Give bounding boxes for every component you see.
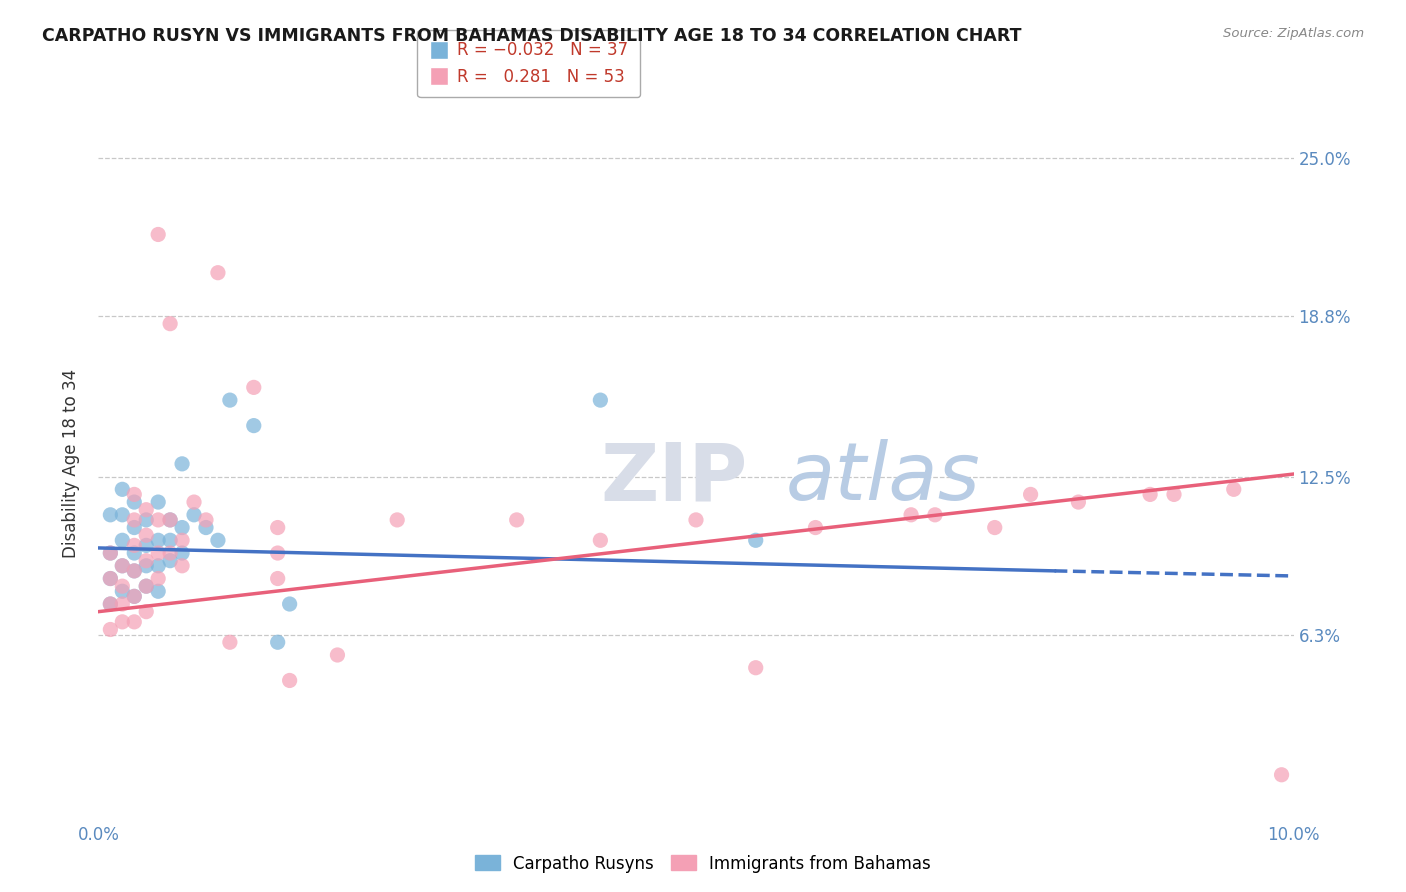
Point [924, 508, 946, 522]
Point [207, 266, 229, 280]
Point [506, 513, 529, 527]
Point [98, 546, 122, 560]
Point [159, 533, 181, 548]
Point [1067, 495, 1090, 509]
Point [98, 546, 122, 560]
Point [1271, 768, 1294, 782]
Point [1223, 483, 1246, 497]
Point [900, 508, 922, 522]
Point [385, 513, 409, 527]
Point [98, 597, 122, 611]
Point [148, 558, 170, 573]
Point [219, 393, 242, 408]
Point [278, 597, 301, 611]
Point [148, 533, 170, 548]
Point [111, 584, 134, 599]
Point [124, 513, 146, 527]
Point [124, 546, 146, 560]
Point [267, 546, 290, 560]
Point [124, 564, 146, 578]
Point [135, 579, 157, 593]
Point [135, 538, 157, 552]
Point [111, 615, 134, 629]
Point [984, 520, 1007, 534]
Point [745, 661, 768, 675]
Point [159, 554, 181, 568]
Point [111, 558, 134, 573]
Point [159, 317, 181, 331]
Point [135, 558, 157, 573]
Point [278, 673, 301, 688]
Point [135, 513, 157, 527]
Point [243, 380, 266, 394]
Point [98, 572, 122, 586]
Point [135, 605, 157, 619]
Point [589, 533, 612, 548]
Point [219, 635, 242, 649]
Point [148, 513, 170, 527]
Point [148, 584, 170, 599]
Point [685, 513, 707, 527]
Text: atlas: atlas [786, 439, 980, 517]
Point [172, 533, 194, 548]
Point [267, 520, 290, 534]
Point [183, 508, 205, 522]
Point [98, 623, 122, 637]
Point [195, 513, 218, 527]
Point [124, 590, 146, 604]
Point [159, 546, 181, 560]
Point [111, 483, 134, 497]
Point [148, 546, 170, 560]
Point [745, 533, 768, 548]
Point [804, 520, 827, 534]
Point [148, 572, 170, 586]
Legend: Carpatho Rusyns, Immigrants from Bahamas: Carpatho Rusyns, Immigrants from Bahamas [468, 848, 938, 880]
Point [159, 513, 181, 527]
Y-axis label: Disability Age 18 to 34: Disability Age 18 to 34 [62, 369, 80, 558]
Point [1163, 487, 1185, 501]
Point [1019, 487, 1042, 501]
Point [111, 508, 134, 522]
Point [326, 648, 349, 662]
Point [111, 579, 134, 593]
Point [124, 564, 146, 578]
Point [589, 393, 612, 408]
Point [98, 508, 122, 522]
Point [124, 615, 146, 629]
Point [1139, 487, 1161, 501]
Point [135, 502, 157, 516]
Point [111, 597, 134, 611]
Point [111, 558, 134, 573]
Text: ZIP: ZIP [600, 439, 748, 517]
Point [159, 513, 181, 527]
Point [98, 572, 122, 586]
Point [111, 533, 134, 548]
Point [124, 520, 146, 534]
Point [135, 554, 157, 568]
Legend: R = −0.032   N = 37, R =   0.281   N = 53: R = −0.032 N = 37, R = 0.281 N = 53 [418, 29, 640, 97]
Point [135, 579, 157, 593]
Point [135, 528, 157, 542]
Point [124, 590, 146, 604]
Point [172, 457, 194, 471]
Point [98, 597, 122, 611]
Point [124, 487, 146, 501]
Point [124, 495, 146, 509]
Text: Source: ZipAtlas.com: Source: ZipAtlas.com [1223, 27, 1364, 40]
Point [172, 558, 194, 573]
Point [195, 520, 218, 534]
Point [148, 227, 170, 242]
Point [172, 520, 194, 534]
Point [267, 635, 290, 649]
Point [148, 495, 170, 509]
Point [243, 418, 266, 433]
Text: CARPATHO RUSYN VS IMMIGRANTS FROM BAHAMAS DISABILITY AGE 18 TO 34 CORRELATION CH: CARPATHO RUSYN VS IMMIGRANTS FROM BAHAMA… [42, 27, 1022, 45]
Point [267, 572, 290, 586]
Point [207, 533, 229, 548]
Point [172, 546, 194, 560]
Point [124, 538, 146, 552]
Point [183, 495, 205, 509]
